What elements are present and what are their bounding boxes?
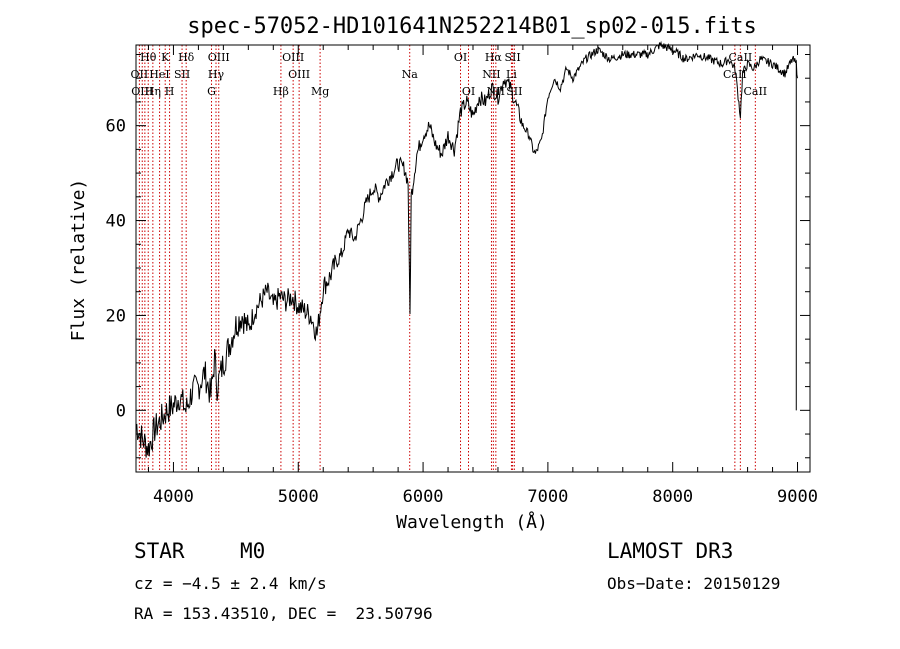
line-label: CaII (723, 68, 747, 81)
line-label: OIII (208, 51, 230, 64)
line-label: OII (131, 68, 149, 81)
x-tick-label: 4000 (153, 487, 194, 507)
line-label: Mg (311, 85, 329, 98)
x-axis-label: Wavelength (Å) (396, 511, 548, 533)
y-tick-label: 0 (116, 401, 126, 421)
line-label: CaII (743, 85, 767, 98)
y-tick-label: 60 (106, 117, 126, 137)
series-layer (135, 40, 798, 458)
line-label: Hθ (140, 51, 157, 64)
line-label: Hδ (178, 51, 195, 64)
line-label: Hα (485, 51, 503, 64)
line-label: SII (174, 68, 190, 81)
y-tick-label: 40 (106, 212, 126, 232)
coordinates: RA = 153.43510, DEC = 23.50796 (134, 604, 433, 623)
line-label: HeI (149, 68, 169, 81)
survey-name: LAMOST DR3 (607, 539, 734, 563)
cz-value: cz = −4.5 ± 2.4 km/s (134, 574, 327, 593)
x-tick-label: 6000 (403, 487, 444, 507)
line-label: Hγ (208, 68, 225, 81)
line-label: SII (504, 51, 520, 64)
y-tick-label: 20 (106, 306, 126, 326)
line-markers (138, 45, 756, 472)
y-axis-label: Flux (relative) (68, 179, 89, 342)
line-label: SII (506, 85, 522, 98)
line-label: OIII (131, 85, 153, 98)
line-label: K (161, 51, 170, 64)
x-tick-label: 7000 (527, 487, 568, 507)
line-label: Na (402, 68, 419, 81)
obs-date: Obs−Date: 20150129 (607, 574, 781, 593)
line-label: OI (462, 85, 475, 98)
line-label: CaII (729, 51, 753, 64)
spectrum-line (135, 40, 798, 458)
line-label: Hβ (273, 85, 289, 98)
line-label: G (207, 85, 216, 98)
x-tick-label: 9000 (777, 487, 818, 507)
object-type: STAR (134, 539, 185, 563)
subclass: M0 (240, 539, 266, 563)
line-label: OI (454, 51, 467, 64)
x-tick-label: 8000 (652, 487, 693, 507)
line-label: H (165, 85, 175, 98)
plot-frame (135, 44, 811, 473)
line-label: OIII (282, 51, 304, 64)
line-label: Li (506, 68, 517, 81)
line-label: NII (482, 68, 500, 81)
chart-title: spec-57052-HD101641N252214B01_sp02-015.f… (187, 14, 757, 39)
line-label: OIII (288, 68, 310, 81)
axes: 4000 5000 6000 7000 8000 9000 0 20 40 60 (106, 44, 818, 507)
line-label: Hη (145, 85, 161, 98)
x-tick-label: 5000 (278, 487, 319, 507)
